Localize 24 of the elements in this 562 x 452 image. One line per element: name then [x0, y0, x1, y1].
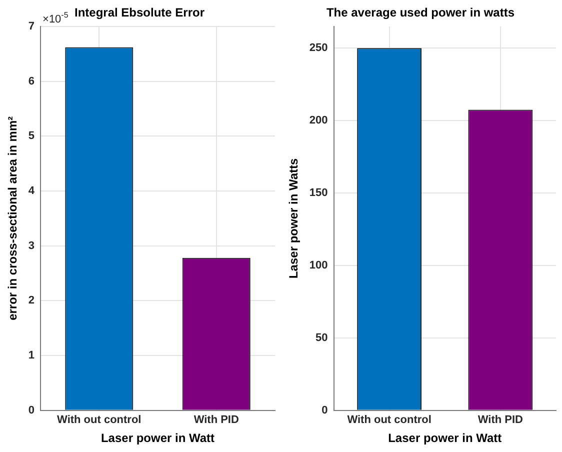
y-tick-label: 50 — [316, 332, 328, 344]
y-tick-label: 250 — [309, 42, 328, 54]
y-tick-label: 3 — [28, 240, 35, 252]
chart-title: Integral Ebsolute Error — [74, 6, 205, 20]
y-axis-title: error in cross-sectional area in mm² — [6, 116, 20, 320]
y-axis-title: Laser power in Watts — [286, 158, 301, 279]
y-tick-label: 4 — [28, 185, 36, 198]
y-tick-label: 7 — [28, 20, 35, 32]
x-tick-label: With PID — [478, 414, 524, 426]
y-tick-label: 200 — [309, 114, 328, 127]
y-tick-label: 2 — [28, 294, 35, 307]
y-tick-label: 100 — [309, 260, 328, 272]
y-tick-label: 6 — [28, 75, 35, 88]
x-tick-label: With out control — [347, 414, 432, 426]
chart-title: The average used power in watts — [326, 6, 515, 20]
x-tick-label: With out control — [57, 414, 142, 426]
y-tick-label: 150 — [309, 187, 328, 200]
x-tick-label: With PID — [194, 414, 239, 426]
x-axis-title: Laser power in Watt — [388, 431, 502, 446]
y-tick-label: 0 — [28, 404, 35, 416]
y-tick-label: 1 — [28, 350, 35, 362]
x-axis-title: Laser power in Watt — [100, 431, 215, 446]
y-tick-label: 0 — [322, 404, 328, 416]
y-tick-label: 5 — [28, 130, 35, 142]
